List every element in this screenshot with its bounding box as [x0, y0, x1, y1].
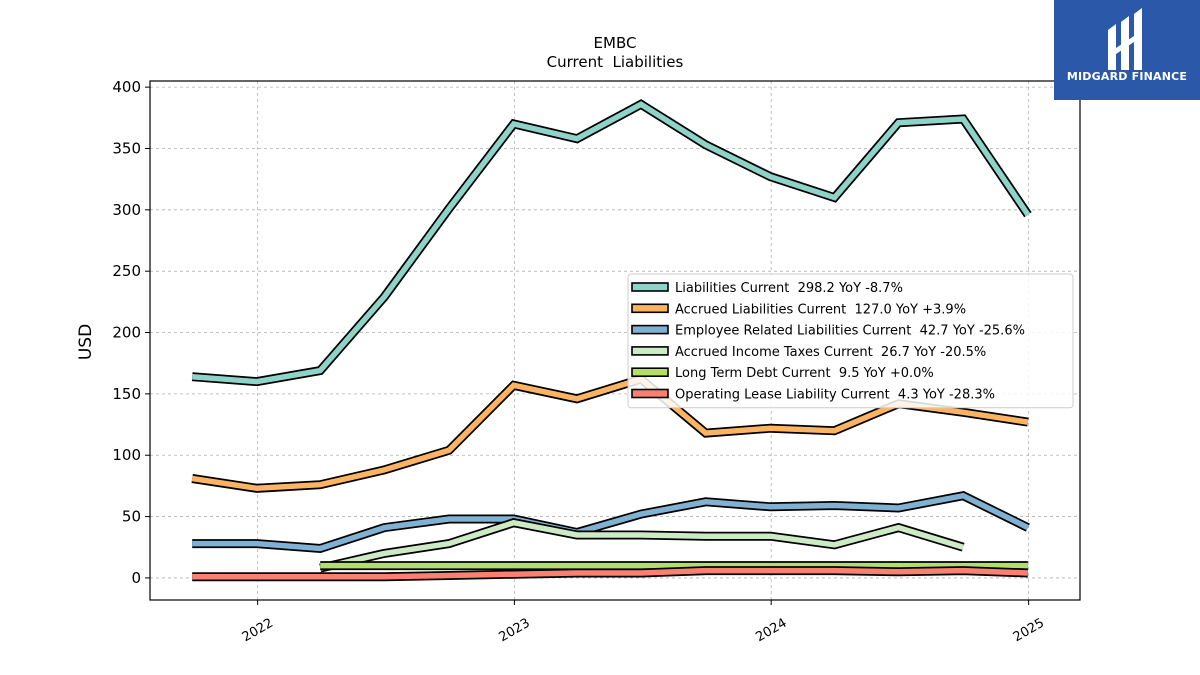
series-stroke [192, 492, 1030, 552]
y-tick-label: 50 [122, 508, 141, 526]
x-tick-label: 2024 [753, 616, 789, 646]
y-tick-label: 250 [112, 262, 141, 280]
x-tick-label: 2022 [240, 616, 276, 646]
legend-item: Long Term Debt Current 9.5 YoY +0.0% [631, 366, 934, 381]
legend-swatch [631, 346, 669, 356]
legend-label: Accrued Income Taxes Current 26.7 YoY -2… [675, 345, 986, 360]
series-line-5 [192, 566, 1029, 582]
series-line-3 [319, 518, 965, 573]
series-stroke [192, 567, 1029, 580]
plot-frame [149, 80, 1081, 601]
y-tick-label: 100 [112, 446, 141, 464]
legend-item: Accrued Income Taxes Current 26.7 YoY -2… [631, 345, 986, 360]
legend-item: Employee Related Liabilities Current 42.… [631, 324, 1025, 339]
y-tick-label: 300 [112, 201, 141, 219]
series-line-2 [192, 490, 1030, 554]
y-axis-label: USD [76, 324, 96, 360]
legend-swatch [631, 324, 669, 335]
y-tick-label: 350 [112, 139, 141, 157]
chart-subtitle: Current Liabilities [547, 53, 684, 71]
legend-label: Accrued Liabilities Current 127.0 YoY +3… [675, 302, 966, 317]
y-tick-label: 0 [131, 569, 141, 587]
x-tick-label: 2025 [1011, 616, 1047, 646]
brand-logo: MIDGARD FINANCE [1054, 0, 1200, 100]
legend-swatch [631, 303, 669, 314]
brand-name: MIDGARD FINANCE [1066, 70, 1188, 83]
series-line-0 [191, 99, 1032, 387]
y-tick-label: 400 [112, 78, 141, 96]
legend-item: Accrued Liabilities Current 127.0 YoY +3… [631, 302, 966, 317]
series-stroke [319, 519, 964, 571]
legend-swatch [631, 282, 669, 292]
y-tick-label: 200 [112, 324, 141, 342]
legend-swatch [631, 388, 669, 399]
legend-box [627, 273, 1074, 409]
legend-item: Operating Lease Liability Current 4.3 Yo… [631, 388, 995, 403]
series-stroke [191, 101, 1031, 385]
legend-item: Liabilities Current 298.2 YoY -8.7% [631, 281, 903, 296]
legend-swatch [631, 367, 669, 378]
x-tick-label: 2023 [497, 616, 533, 646]
legend-label: Employee Related Liabilities Current 42.… [675, 324, 1025, 339]
legend: Liabilities Current 298.2 YoY -8.7% Accru… [627, 273, 1074, 409]
legend-label: Operating Lease Liability Current 4.3 Yo… [675, 388, 995, 403]
legend-label: Long Term Debt Current 9.5 YoY +0.0% [675, 366, 934, 381]
y-tick-label: 150 [112, 385, 141, 403]
legend-label: Liabilities Current 298.2 YoY -8.7% [675, 281, 903, 296]
midgard-logo-icon [1108, 8, 1142, 70]
chart-title: EMBC [594, 34, 637, 52]
